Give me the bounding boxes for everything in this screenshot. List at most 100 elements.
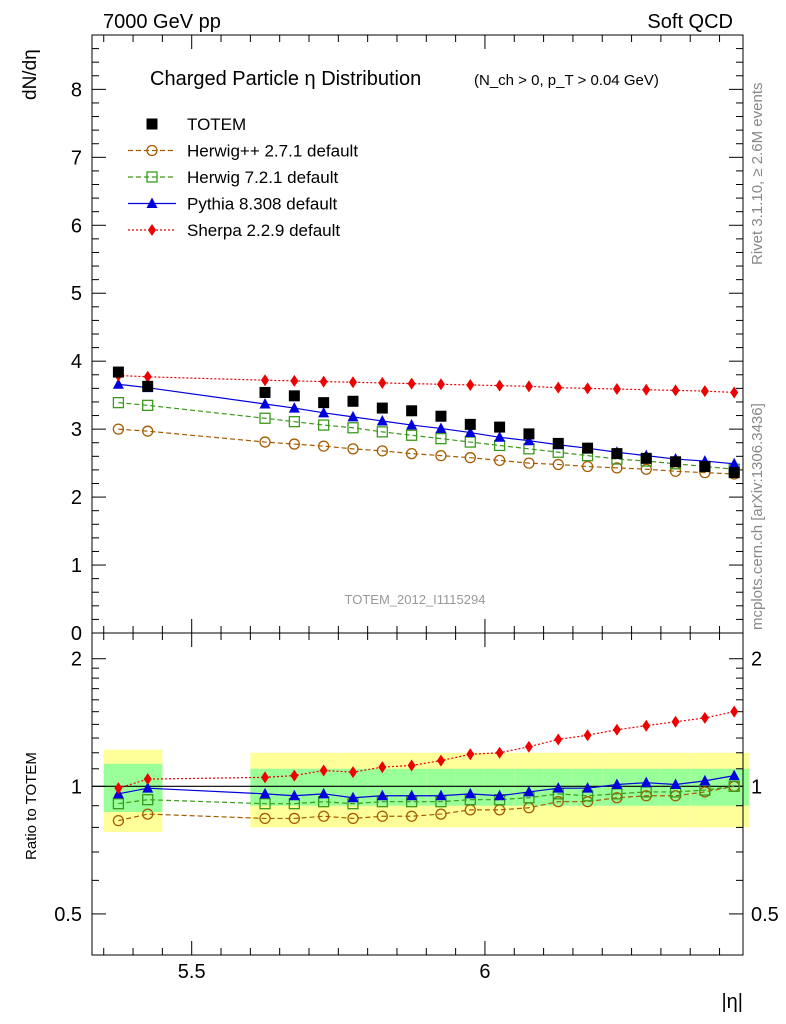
legend-label: TOTEM xyxy=(187,115,246,134)
series-point-ratio xyxy=(464,787,476,799)
series-point-ratio xyxy=(671,715,680,728)
series-point-ratio xyxy=(611,778,623,789)
series-point-ratio xyxy=(700,711,709,724)
side-label-mcplots: mcplots.cern.ch [arXiv:1306.3436] xyxy=(749,403,766,630)
series-point-ratio xyxy=(318,787,330,799)
series-point-ratio xyxy=(730,705,739,718)
series-point-ratio xyxy=(319,764,328,777)
watermark: TOTEM_2012_I1115294 xyxy=(345,592,486,607)
series-point-top xyxy=(288,402,300,413)
series-point-ratio xyxy=(114,782,123,795)
data-point xyxy=(670,456,682,468)
series-point-ratio xyxy=(581,796,594,808)
series-point-top xyxy=(318,406,330,418)
series-point-ratio xyxy=(143,773,152,786)
y-tick-label-bottom: 0.5 xyxy=(54,904,82,926)
series-point-top xyxy=(435,422,447,433)
legend-marker xyxy=(146,118,158,130)
series-point-top xyxy=(730,386,739,399)
series-point-top xyxy=(700,385,709,398)
series-point-top xyxy=(583,382,592,395)
series-point-top xyxy=(290,374,299,387)
y-tick-label-top: 7 xyxy=(71,147,82,169)
x-tick-label: 6 xyxy=(479,961,490,983)
series-point-top xyxy=(611,462,623,474)
series-point-top xyxy=(464,436,476,448)
series-point-top xyxy=(554,381,563,394)
y-tick-label-top: 3 xyxy=(71,419,82,441)
y-tick-label-top: 8 xyxy=(71,79,82,101)
series-point-ratio xyxy=(142,782,154,793)
data-point xyxy=(288,390,300,402)
series-point-top xyxy=(523,457,535,469)
series-point-top xyxy=(112,423,125,435)
series-point-ratio xyxy=(640,776,652,788)
series-point-top xyxy=(642,383,651,396)
data-point xyxy=(318,397,330,409)
data-point xyxy=(552,437,564,449)
data-point xyxy=(347,395,359,407)
x-tick-label: 5.5 xyxy=(178,961,206,983)
y-tick-label-bottom-right: 2 xyxy=(751,649,762,671)
series-line-top xyxy=(118,374,735,394)
series-point-top xyxy=(671,384,680,397)
series-point-ratio xyxy=(612,723,621,736)
legend-marker xyxy=(148,224,156,236)
series-point-ratio xyxy=(347,791,359,803)
series-point-top xyxy=(435,449,447,462)
series-point-top xyxy=(347,422,359,434)
series-point-ratio xyxy=(376,810,388,822)
data-point xyxy=(582,442,594,454)
series-point-ratio xyxy=(495,746,504,759)
series-point-top xyxy=(376,414,388,426)
series-point-ratio xyxy=(554,733,563,746)
legend: TOTEM Herwig++ 2.7.1 default Herwig 7.2.1 … xyxy=(128,115,358,240)
series-point-top xyxy=(378,376,387,389)
ratio-panel-frame xyxy=(91,632,744,956)
series-point-ratio xyxy=(376,789,388,801)
y-tick-label-top: 5 xyxy=(71,283,82,305)
series-point-top xyxy=(581,460,594,473)
data-point xyxy=(376,402,388,414)
legend-marker xyxy=(146,144,158,157)
series-point-top xyxy=(376,426,388,438)
ratio-bands xyxy=(92,749,749,833)
series-point-top xyxy=(552,458,564,471)
series-point-ratio xyxy=(494,789,506,801)
y-axis-label-bottom: Ratio to TOTEM xyxy=(23,752,40,860)
series-point-ratio xyxy=(699,774,711,786)
series-point-ratio xyxy=(582,782,594,793)
series-point-top xyxy=(259,436,271,448)
series-point-ratio xyxy=(378,761,387,774)
series-point-top xyxy=(347,443,359,455)
x-axis-label: |η| xyxy=(721,991,743,1013)
series-point-top xyxy=(407,377,416,390)
series-line-top xyxy=(118,428,735,475)
series-point-top xyxy=(347,410,359,422)
series-point-top xyxy=(259,412,271,424)
legend-label: Pythia 8.308 default xyxy=(187,195,338,214)
data-point xyxy=(112,366,124,378)
data-point xyxy=(611,448,623,460)
data-point xyxy=(494,421,506,433)
series-point-top xyxy=(494,431,506,442)
series-layer xyxy=(112,366,740,827)
series-point-top xyxy=(406,419,418,430)
series-point-ratio xyxy=(261,771,270,784)
series-point-ratio xyxy=(142,794,154,806)
series-3 xyxy=(114,369,739,795)
side-label-rivet: Rivet 3.1.10, ≥ 2.6M events xyxy=(749,83,766,266)
series-point-ratio xyxy=(406,789,418,801)
series-point-ratio xyxy=(348,766,357,779)
series-point-ratio xyxy=(318,810,330,822)
data-point xyxy=(406,405,418,417)
series-point-top xyxy=(259,397,271,409)
legend-label: Sherpa 2.2.9 default xyxy=(187,221,340,240)
legend-label: Herwig++ 2.7.1 default xyxy=(187,142,358,161)
axis-ticks: 0 1 2 3 4 5 6 7 8 0.5 0.5 1 1 2 2 5.5 6 xyxy=(54,34,779,983)
series-point-ratio xyxy=(552,782,564,793)
series-2 xyxy=(112,378,740,803)
data-series xyxy=(112,366,740,479)
series-point-ratio xyxy=(347,812,359,825)
series-point-ratio xyxy=(524,740,533,753)
